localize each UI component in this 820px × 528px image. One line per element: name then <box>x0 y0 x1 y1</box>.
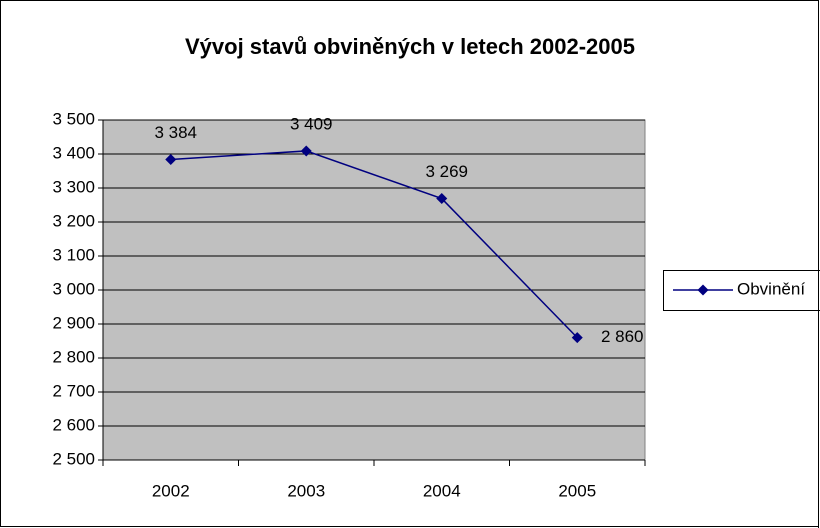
x-tick-label: 2002 <box>152 481 190 500</box>
legend-label: Obvinění <box>737 279 805 298</box>
data-label: 3 409 <box>290 114 333 133</box>
data-label: 2 860 <box>601 327 644 346</box>
y-tick-label: 3 500 <box>52 109 95 128</box>
marker <box>436 193 448 205</box>
y-tick-label: 3 200 <box>52 211 95 230</box>
y-tick-label: 3 000 <box>52 279 95 298</box>
marker <box>571 332 583 344</box>
y-tick-label: 2 800 <box>52 347 95 366</box>
y-tick-label: 3 100 <box>52 245 95 264</box>
y-tick-label: 2 700 <box>52 381 95 400</box>
chart-title: Vývoj stavů obviněných v letech 2002-200… <box>185 34 635 59</box>
x-tick-label: 2004 <box>423 481 461 500</box>
x-tick-label: 2005 <box>558 481 596 500</box>
series-line <box>170 150 578 339</box>
x-tick-label: 2003 <box>287 481 325 500</box>
marker <box>165 153 177 165</box>
y-tick-label: 2 900 <box>52 313 95 332</box>
marker <box>300 145 312 157</box>
data-label: 3 384 <box>154 123 197 142</box>
y-tick-label: 2 600 <box>52 415 95 434</box>
y-tick-label: 3 300 <box>52 177 95 196</box>
data-label: 3 269 <box>425 162 468 181</box>
legend-marker <box>697 284 709 296</box>
y-tick-label: 2 500 <box>52 449 95 468</box>
y-tick-label: 3 400 <box>52 143 95 162</box>
